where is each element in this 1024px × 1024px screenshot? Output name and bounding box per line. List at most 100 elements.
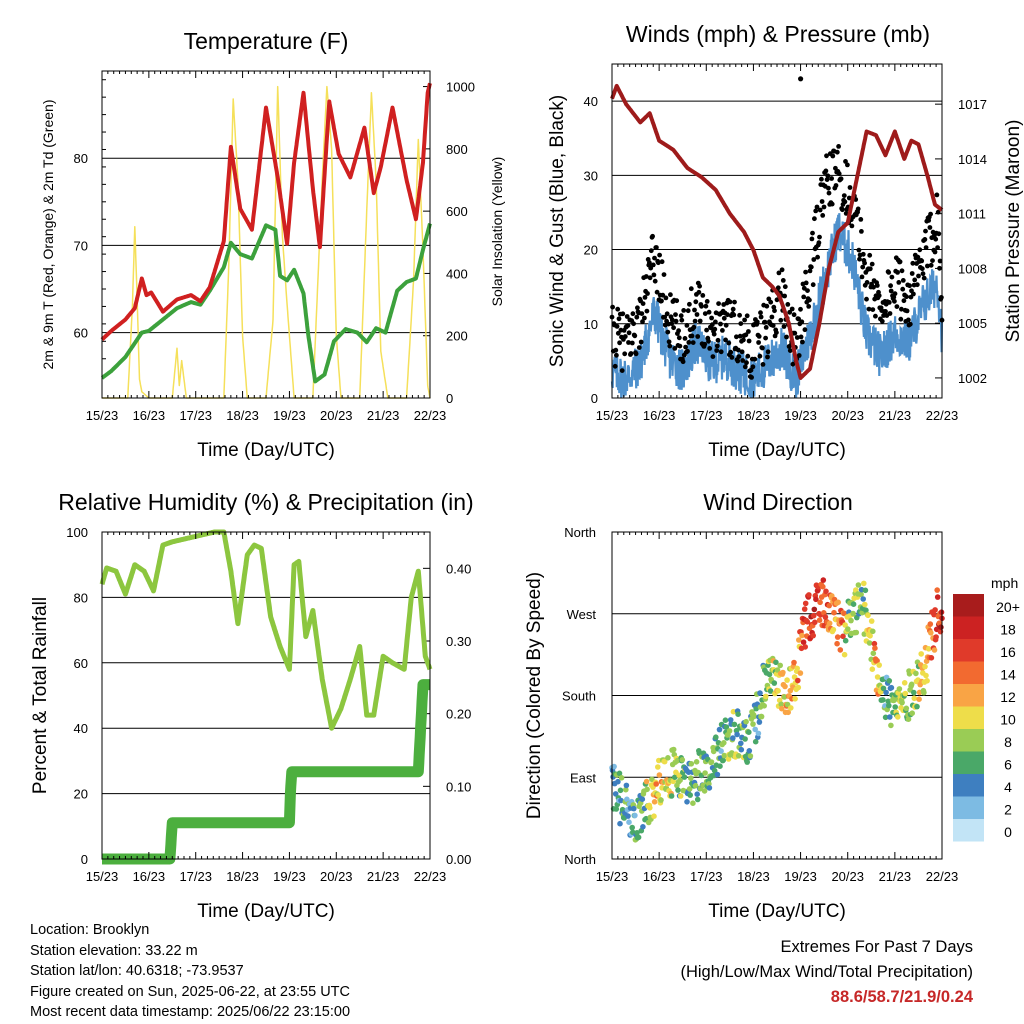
wind-y2tick-label: 1005 xyxy=(958,316,987,331)
gust-point xyxy=(727,299,733,305)
gust-point xyxy=(742,364,748,370)
gust-point xyxy=(702,311,708,316)
direction-point xyxy=(763,693,769,700)
gust-point xyxy=(700,293,706,298)
gust-point xyxy=(935,209,941,215)
gust-point xyxy=(909,271,915,276)
extremes-values: 88.6/58.7/21.9/0.24 xyxy=(830,988,973,1006)
gust-point xyxy=(928,262,934,268)
direction-point xyxy=(928,630,934,636)
temp-title: Temperature (F) xyxy=(184,28,349,54)
wind-ytick-label: 40 xyxy=(584,94,598,109)
gust-point xyxy=(655,260,661,266)
wind-xtick-label: 19/23 xyxy=(784,408,817,423)
direction-point xyxy=(863,607,869,613)
gust-point xyxy=(635,305,640,311)
gust-point xyxy=(760,345,765,351)
wind-ytick-label: 30 xyxy=(584,168,598,183)
direction-point xyxy=(649,776,655,783)
rh-ytick-label: 100 xyxy=(66,525,88,540)
direction-point xyxy=(777,662,783,669)
gust-point xyxy=(749,375,754,380)
wind-ytick-label: 0 xyxy=(591,391,598,406)
gust-point xyxy=(796,316,801,322)
gust-point xyxy=(676,328,681,334)
direction-point xyxy=(731,721,738,728)
gust-point xyxy=(697,318,703,324)
direction-point xyxy=(822,614,829,620)
gust-point xyxy=(762,319,768,325)
temp-xtick-label: 22/23 xyxy=(414,408,447,423)
temp-xtick-label: 18/23 xyxy=(226,408,259,423)
gust-point xyxy=(629,340,635,346)
direction-point xyxy=(823,588,829,595)
temp-xtick-label: 21/23 xyxy=(367,408,400,423)
gust-point xyxy=(614,324,620,329)
direction-point xyxy=(911,695,918,702)
direction-point xyxy=(795,684,802,691)
gust-point xyxy=(723,337,728,343)
gust-point xyxy=(625,323,631,328)
rh-y2tick-label: 0.40 xyxy=(446,561,471,576)
legend-swatch xyxy=(953,684,984,707)
direction-point xyxy=(761,703,767,709)
direction-point xyxy=(792,696,798,702)
direction-point xyxy=(924,678,930,684)
gust-point xyxy=(919,258,925,264)
wdir-ytick-label: North xyxy=(564,525,596,540)
gust-point xyxy=(888,283,893,289)
direction-point xyxy=(820,577,827,583)
wdir-ylabel: Direction (Colored By Speed) xyxy=(524,572,545,819)
gust-point xyxy=(750,364,756,370)
direction-point xyxy=(810,632,816,639)
gust-point xyxy=(867,266,873,272)
direction-point xyxy=(706,785,713,791)
gust-point xyxy=(647,275,653,281)
direction-point xyxy=(681,774,688,780)
gust-point xyxy=(617,340,622,346)
gust-point xyxy=(763,325,769,330)
direction-point xyxy=(938,624,944,630)
gust-point xyxy=(659,259,665,265)
gust-point xyxy=(665,329,671,335)
gust-point xyxy=(809,236,815,242)
gust-point xyxy=(756,340,761,345)
rh-xtick-label: 21/23 xyxy=(367,869,400,884)
gust-point xyxy=(838,176,844,182)
gust-point xyxy=(779,267,785,273)
temp-y2tick-label: 1000 xyxy=(446,80,475,95)
gust-point xyxy=(668,292,673,298)
gust-point xyxy=(622,351,628,357)
rh-ytick-label: 80 xyxy=(74,590,88,605)
direction-point xyxy=(718,748,724,754)
direction-point xyxy=(914,703,920,710)
direction-point xyxy=(888,722,894,729)
temp-y2tick-label: 0 xyxy=(446,391,453,406)
legend-swatch xyxy=(953,796,984,819)
gust-point xyxy=(652,278,658,284)
gust-point xyxy=(892,298,897,304)
rh-y2tick-label: 0.20 xyxy=(446,707,471,722)
direction-point xyxy=(932,607,938,613)
gust-point xyxy=(758,314,764,320)
gust-point xyxy=(643,274,649,279)
gust-point xyxy=(620,311,626,317)
direction-point xyxy=(738,746,745,753)
direction-point xyxy=(742,736,748,742)
gust-point xyxy=(900,286,906,292)
gust-point xyxy=(934,192,940,198)
gust-point xyxy=(680,359,686,365)
direction-point xyxy=(778,701,785,708)
direction-point xyxy=(721,740,727,746)
gust-point xyxy=(917,247,923,253)
direction-point xyxy=(694,791,700,797)
temp-ytick-label: 60 xyxy=(74,326,88,341)
direction-point xyxy=(618,797,624,804)
direction-point xyxy=(922,663,928,670)
direction-point xyxy=(800,639,807,645)
direction-point xyxy=(623,782,630,789)
direction-point xyxy=(677,777,683,783)
direction-point xyxy=(717,763,723,769)
direction-point xyxy=(933,634,939,640)
gust-point xyxy=(677,343,683,349)
